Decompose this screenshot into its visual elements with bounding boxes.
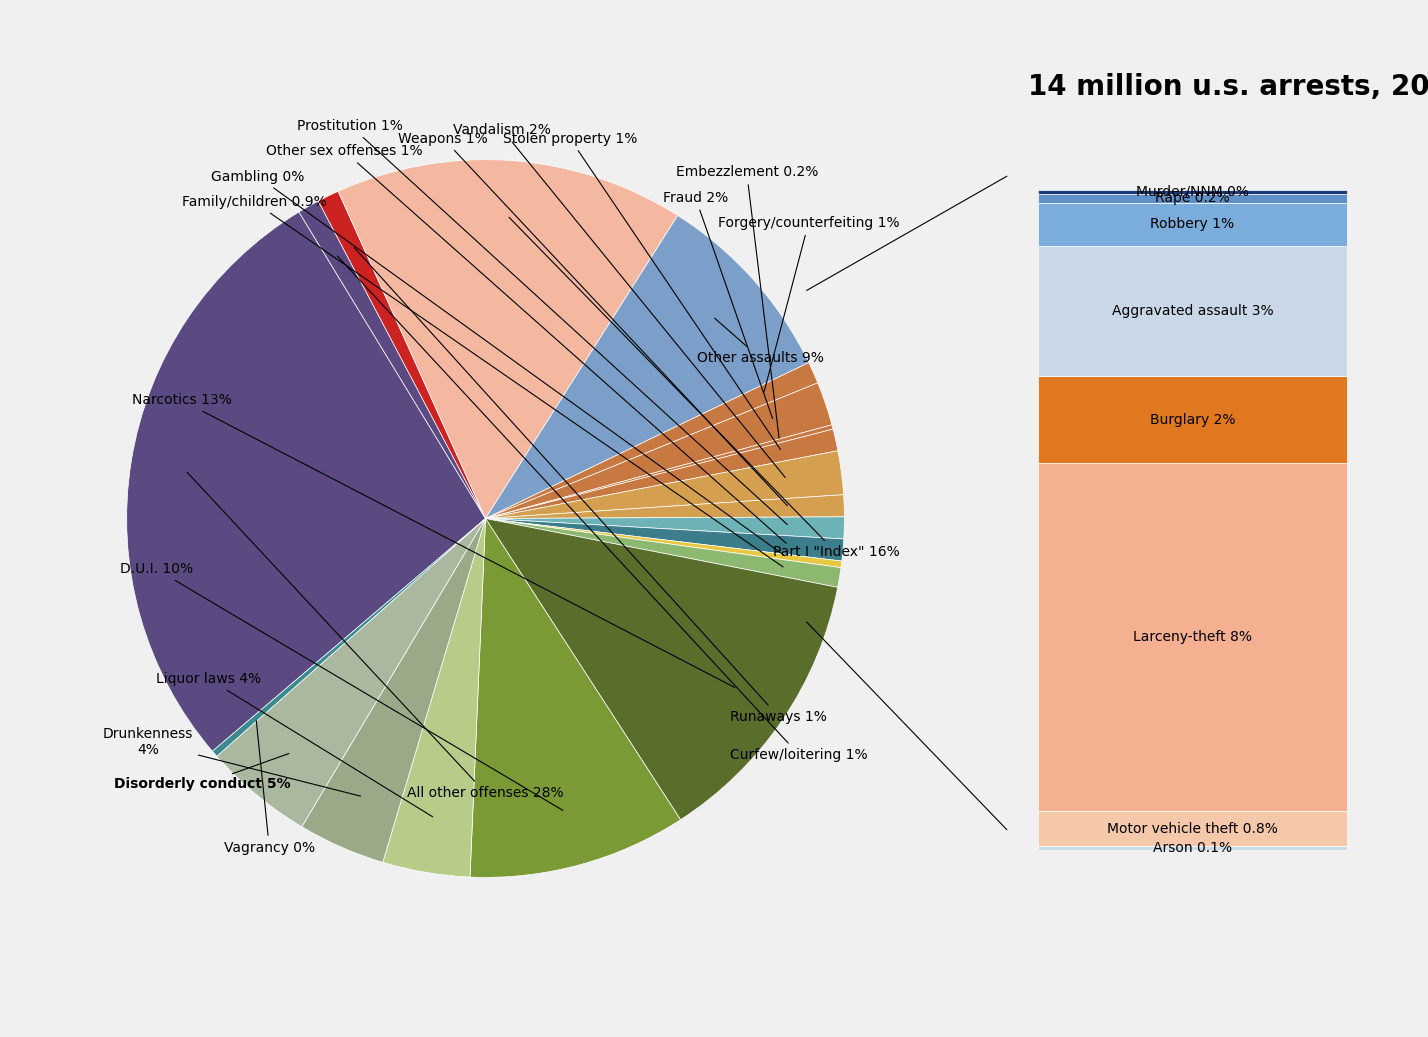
Text: Murder/NNM 0%: Murder/NNM 0% [1135, 185, 1250, 199]
Wedge shape [301, 518, 486, 863]
Text: Embezzlement 0.2%: Embezzlement 0.2% [675, 165, 818, 439]
Bar [1038, 464, 1347, 811]
Bar [1038, 194, 1347, 202]
Text: Motor vehicle theft 0.8%: Motor vehicle theft 0.8% [1107, 821, 1278, 836]
Wedge shape [127, 212, 486, 751]
Text: Prostitution 1%: Prostitution 1% [297, 119, 787, 525]
Text: Curfew/loitering 1%: Curfew/loitering 1% [337, 256, 868, 762]
Text: Other assaults 9%: Other assaults 9% [697, 318, 824, 365]
Text: Larceny-theft 8%: Larceny-theft 8% [1132, 630, 1252, 644]
Text: Family/children 0.9%: Family/children 0.9% [181, 195, 783, 567]
Text: Narcotics 13%: Narcotics 13% [131, 393, 735, 688]
Wedge shape [298, 201, 486, 518]
Wedge shape [486, 216, 808, 518]
Text: Fraud 2%: Fraud 2% [663, 191, 773, 419]
Wedge shape [217, 518, 486, 826]
Wedge shape [486, 383, 833, 518]
Bar [1038, 846, 1347, 850]
Wedge shape [486, 518, 844, 561]
Text: D.U.I. 10%: D.U.I. 10% [120, 562, 563, 810]
Wedge shape [486, 429, 838, 518]
Wedge shape [486, 516, 844, 539]
Text: Drunkenness
4%: Drunkenness 4% [103, 727, 360, 796]
Wedge shape [338, 160, 678, 518]
Bar [1038, 811, 1347, 846]
Wedge shape [470, 518, 681, 877]
Text: All other offenses 28%: All other offenses 28% [187, 473, 564, 800]
Text: Robbery 1%: Robbery 1% [1151, 218, 1234, 231]
Text: Part I "Index" 16%: Part I "Index" 16% [508, 218, 900, 559]
Text: Vagrancy 0%: Vagrancy 0% [224, 721, 316, 854]
Wedge shape [486, 518, 841, 587]
Bar [1038, 376, 1347, 464]
Bar [1038, 202, 1347, 246]
Text: Disorderly conduct 5%: Disorderly conduct 5% [114, 754, 291, 791]
Text: Stolen property 1%: Stolen property 1% [503, 132, 781, 450]
Text: 14 million u.s. arrests, 2007: 14 million u.s. arrests, 2007 [1028, 73, 1428, 101]
Text: Liquor laws 4%: Liquor laws 4% [156, 672, 433, 817]
Wedge shape [486, 363, 818, 518]
Wedge shape [486, 518, 838, 819]
Wedge shape [486, 518, 843, 567]
Text: Forgery/counterfeiting 1%: Forgery/counterfeiting 1% [718, 216, 900, 392]
Text: Weapons 1%: Weapons 1% [398, 132, 787, 506]
Bar [1038, 246, 1347, 376]
Text: Burglary 2%: Burglary 2% [1150, 413, 1235, 427]
Bar [1038, 190, 1347, 194]
Text: Other sex offenses 1%: Other sex offenses 1% [266, 144, 787, 543]
Wedge shape [213, 518, 486, 756]
Text: Runaways 1%: Runaways 1% [354, 248, 827, 724]
Wedge shape [318, 191, 486, 518]
Text: Arson 0.1%: Arson 0.1% [1152, 841, 1232, 856]
Text: Rape 0.2%: Rape 0.2% [1155, 191, 1230, 205]
Text: Gambling 0%: Gambling 0% [211, 169, 785, 556]
Wedge shape [486, 495, 844, 518]
Text: Vandalism 2%: Vandalism 2% [454, 123, 785, 477]
Wedge shape [486, 451, 844, 518]
Wedge shape [486, 425, 833, 518]
Wedge shape [383, 518, 486, 877]
Text: Aggravated assault 3%: Aggravated assault 3% [1111, 304, 1274, 318]
